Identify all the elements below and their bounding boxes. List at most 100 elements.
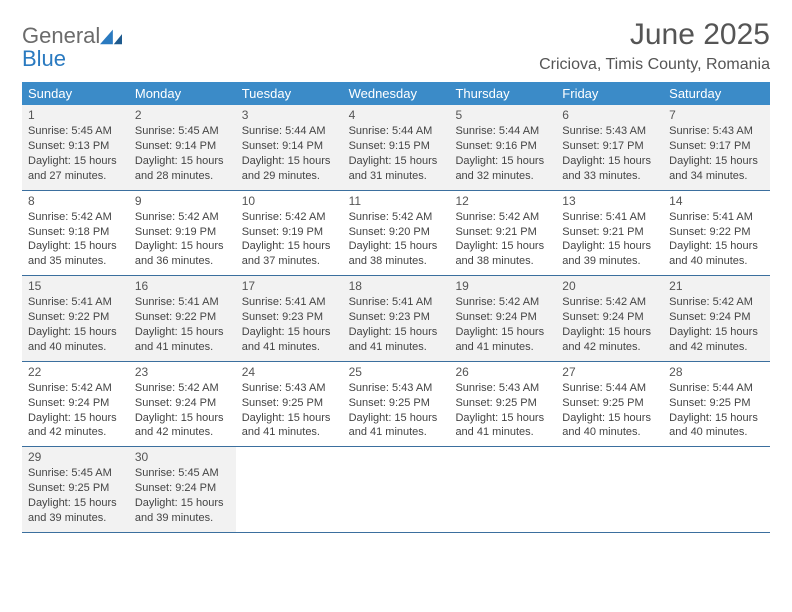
weekday-header: Sunday [22,82,129,105]
daylight-line: Daylight: 15 hours and 38 minutes. [455,239,550,269]
weekday-header: Friday [556,82,663,105]
daylight-line: Daylight: 15 hours and 33 minutes. [562,154,657,184]
day-number: 23 [135,364,230,380]
day-cell: 18Sunrise: 5:41 AMSunset: 9:23 PMDayligh… [343,276,450,361]
day-cell: 2Sunrise: 5:45 AMSunset: 9:14 PMDaylight… [129,105,236,190]
daylight-line: Daylight: 15 hours and 32 minutes. [455,154,550,184]
daylight-line: Daylight: 15 hours and 42 minutes. [28,411,123,441]
day-number: 7 [669,107,764,123]
daylight-line: Daylight: 15 hours and 29 minutes. [242,154,337,184]
sunrise-line: Sunrise: 5:45 AM [135,124,230,139]
day-cell: 26Sunrise: 5:43 AMSunset: 9:25 PMDayligh… [449,362,556,447]
day-cell: 19Sunrise: 5:42 AMSunset: 9:24 PMDayligh… [449,276,556,361]
sunset-line: Sunset: 9:21 PM [562,225,657,240]
sunset-line: Sunset: 9:19 PM [242,225,337,240]
sunrise-line: Sunrise: 5:45 AM [135,466,230,481]
daylight-line: Daylight: 15 hours and 42 minutes. [669,325,764,355]
day-cell: 3Sunrise: 5:44 AMSunset: 9:14 PMDaylight… [236,105,343,190]
day-number: 15 [28,278,123,294]
day-cell: 24Sunrise: 5:43 AMSunset: 9:25 PMDayligh… [236,362,343,447]
sunset-line: Sunset: 9:24 PM [28,396,123,411]
sunrise-line: Sunrise: 5:43 AM [349,381,444,396]
daylight-line: Daylight: 15 hours and 41 minutes. [242,325,337,355]
sunrise-line: Sunrise: 5:43 AM [455,381,550,396]
sunset-line: Sunset: 9:25 PM [28,481,123,496]
day-cell: 1Sunrise: 5:45 AMSunset: 9:13 PMDaylight… [22,105,129,190]
day-cell [343,447,450,532]
weekday-header: Thursday [449,82,556,105]
sunrise-line: Sunrise: 5:44 AM [349,124,444,139]
day-number: 22 [28,364,123,380]
day-cell [236,447,343,532]
sunset-line: Sunset: 9:14 PM [135,139,230,154]
day-cell: 4Sunrise: 5:44 AMSunset: 9:15 PMDaylight… [343,105,450,190]
sunrise-line: Sunrise: 5:43 AM [669,124,764,139]
day-cell: 30Sunrise: 5:45 AMSunset: 9:24 PMDayligh… [129,447,236,532]
daylight-line: Daylight: 15 hours and 39 minutes. [28,496,123,526]
day-number: 6 [562,107,657,123]
day-cell: 13Sunrise: 5:41 AMSunset: 9:21 PMDayligh… [556,191,663,276]
day-number: 4 [349,107,444,123]
day-cell: 9Sunrise: 5:42 AMSunset: 9:19 PMDaylight… [129,191,236,276]
sunrise-line: Sunrise: 5:42 AM [135,381,230,396]
logo-triangle-icon [100,27,122,45]
sunrise-line: Sunrise: 5:41 AM [349,295,444,310]
day-cell [556,447,663,532]
day-number: 18 [349,278,444,294]
sunrise-line: Sunrise: 5:41 AM [562,210,657,225]
sunset-line: Sunset: 9:24 PM [135,396,230,411]
day-cell: 5Sunrise: 5:44 AMSunset: 9:16 PMDaylight… [449,105,556,190]
daylight-line: Daylight: 15 hours and 41 minutes. [135,325,230,355]
day-number: 27 [562,364,657,380]
day-number: 13 [562,193,657,209]
daylight-line: Daylight: 15 hours and 40 minutes. [669,239,764,269]
sunset-line: Sunset: 9:17 PM [669,139,764,154]
daylight-line: Daylight: 15 hours and 38 minutes. [349,239,444,269]
sunrise-line: Sunrise: 5:45 AM [28,466,123,481]
day-cell: 6Sunrise: 5:43 AMSunset: 9:17 PMDaylight… [556,105,663,190]
logo: General Blue [22,18,122,70]
location-text: Criciova, Timis County, Romania [539,56,770,74]
day-number: 9 [135,193,230,209]
daylight-line: Daylight: 15 hours and 41 minutes. [349,411,444,441]
sunrise-line: Sunrise: 5:42 AM [28,381,123,396]
daylight-line: Daylight: 15 hours and 41 minutes. [349,325,444,355]
day-cell: 16Sunrise: 5:41 AMSunset: 9:22 PMDayligh… [129,276,236,361]
weekday-header: Wednesday [343,82,450,105]
sunset-line: Sunset: 9:21 PM [455,225,550,240]
daylight-line: Daylight: 15 hours and 41 minutes. [455,325,550,355]
sunrise-line: Sunrise: 5:41 AM [242,295,337,310]
sunset-line: Sunset: 9:15 PM [349,139,444,154]
day-number: 5 [455,107,550,123]
sunrise-line: Sunrise: 5:41 AM [28,295,123,310]
daylight-line: Daylight: 15 hours and 42 minutes. [135,411,230,441]
logo-word-1: General [22,23,100,48]
sunset-line: Sunset: 9:25 PM [242,396,337,411]
day-number: 3 [242,107,337,123]
daylight-line: Daylight: 15 hours and 41 minutes. [242,411,337,441]
sunset-line: Sunset: 9:20 PM [349,225,444,240]
sunset-line: Sunset: 9:22 PM [135,310,230,325]
sunset-line: Sunset: 9:24 PM [669,310,764,325]
weeks-container: 1Sunrise: 5:45 AMSunset: 9:13 PMDaylight… [22,105,770,533]
sunset-line: Sunset: 9:24 PM [135,481,230,496]
day-cell: 8Sunrise: 5:42 AMSunset: 9:18 PMDaylight… [22,191,129,276]
sunrise-line: Sunrise: 5:42 AM [562,295,657,310]
day-cell: 20Sunrise: 5:42 AMSunset: 9:24 PMDayligh… [556,276,663,361]
sunset-line: Sunset: 9:17 PM [562,139,657,154]
day-number: 24 [242,364,337,380]
day-number: 11 [349,193,444,209]
day-cell [449,447,556,532]
day-cell: 12Sunrise: 5:42 AMSunset: 9:21 PMDayligh… [449,191,556,276]
sunrise-line: Sunrise: 5:41 AM [669,210,764,225]
page-header: General Blue June 2025 Criciova, Timis C… [22,18,770,74]
sunset-line: Sunset: 9:25 PM [562,396,657,411]
sunset-line: Sunset: 9:25 PM [455,396,550,411]
sunrise-line: Sunrise: 5:43 AM [562,124,657,139]
day-number: 29 [28,449,123,465]
sunrise-line: Sunrise: 5:45 AM [28,124,123,139]
day-number: 30 [135,449,230,465]
day-number: 20 [562,278,657,294]
day-cell: 21Sunrise: 5:42 AMSunset: 9:24 PMDayligh… [663,276,770,361]
day-cell: 23Sunrise: 5:42 AMSunset: 9:24 PMDayligh… [129,362,236,447]
